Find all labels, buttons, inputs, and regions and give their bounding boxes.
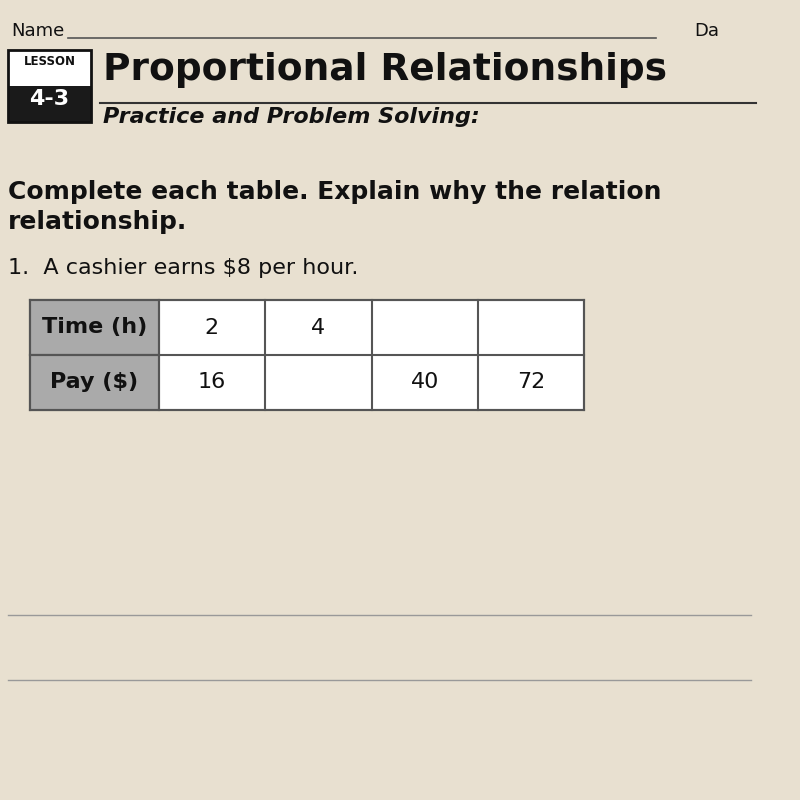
- Text: LESSON: LESSON: [23, 55, 75, 68]
- Text: Da: Da: [694, 22, 718, 40]
- Text: 40: 40: [410, 373, 439, 393]
- Bar: [30, 300, 585, 410]
- Text: Proportional Relationships: Proportional Relationships: [102, 52, 666, 88]
- Bar: [8, 50, 91, 86]
- Text: 72: 72: [517, 373, 546, 393]
- Bar: [8, 50, 91, 122]
- Text: 4-3: 4-3: [30, 89, 70, 109]
- Text: Pay ($): Pay ($): [50, 373, 138, 393]
- Text: 1.  A cashier earns $8 per hour.: 1. A cashier earns $8 per hour.: [8, 258, 358, 278]
- Bar: [30, 300, 158, 355]
- Bar: [8, 86, 91, 122]
- Text: Practice and Problem Solving:: Practice and Problem Solving:: [102, 107, 479, 127]
- Text: 4: 4: [311, 318, 326, 338]
- Text: 16: 16: [198, 373, 226, 393]
- Text: 2: 2: [205, 318, 219, 338]
- Text: Name: Name: [11, 22, 65, 40]
- Text: relationship.: relationship.: [8, 210, 187, 234]
- Bar: [30, 355, 158, 410]
- Text: Complete each table. Explain why the relation: Complete each table. Explain why the rel…: [8, 180, 661, 204]
- Text: Time (h): Time (h): [42, 318, 147, 338]
